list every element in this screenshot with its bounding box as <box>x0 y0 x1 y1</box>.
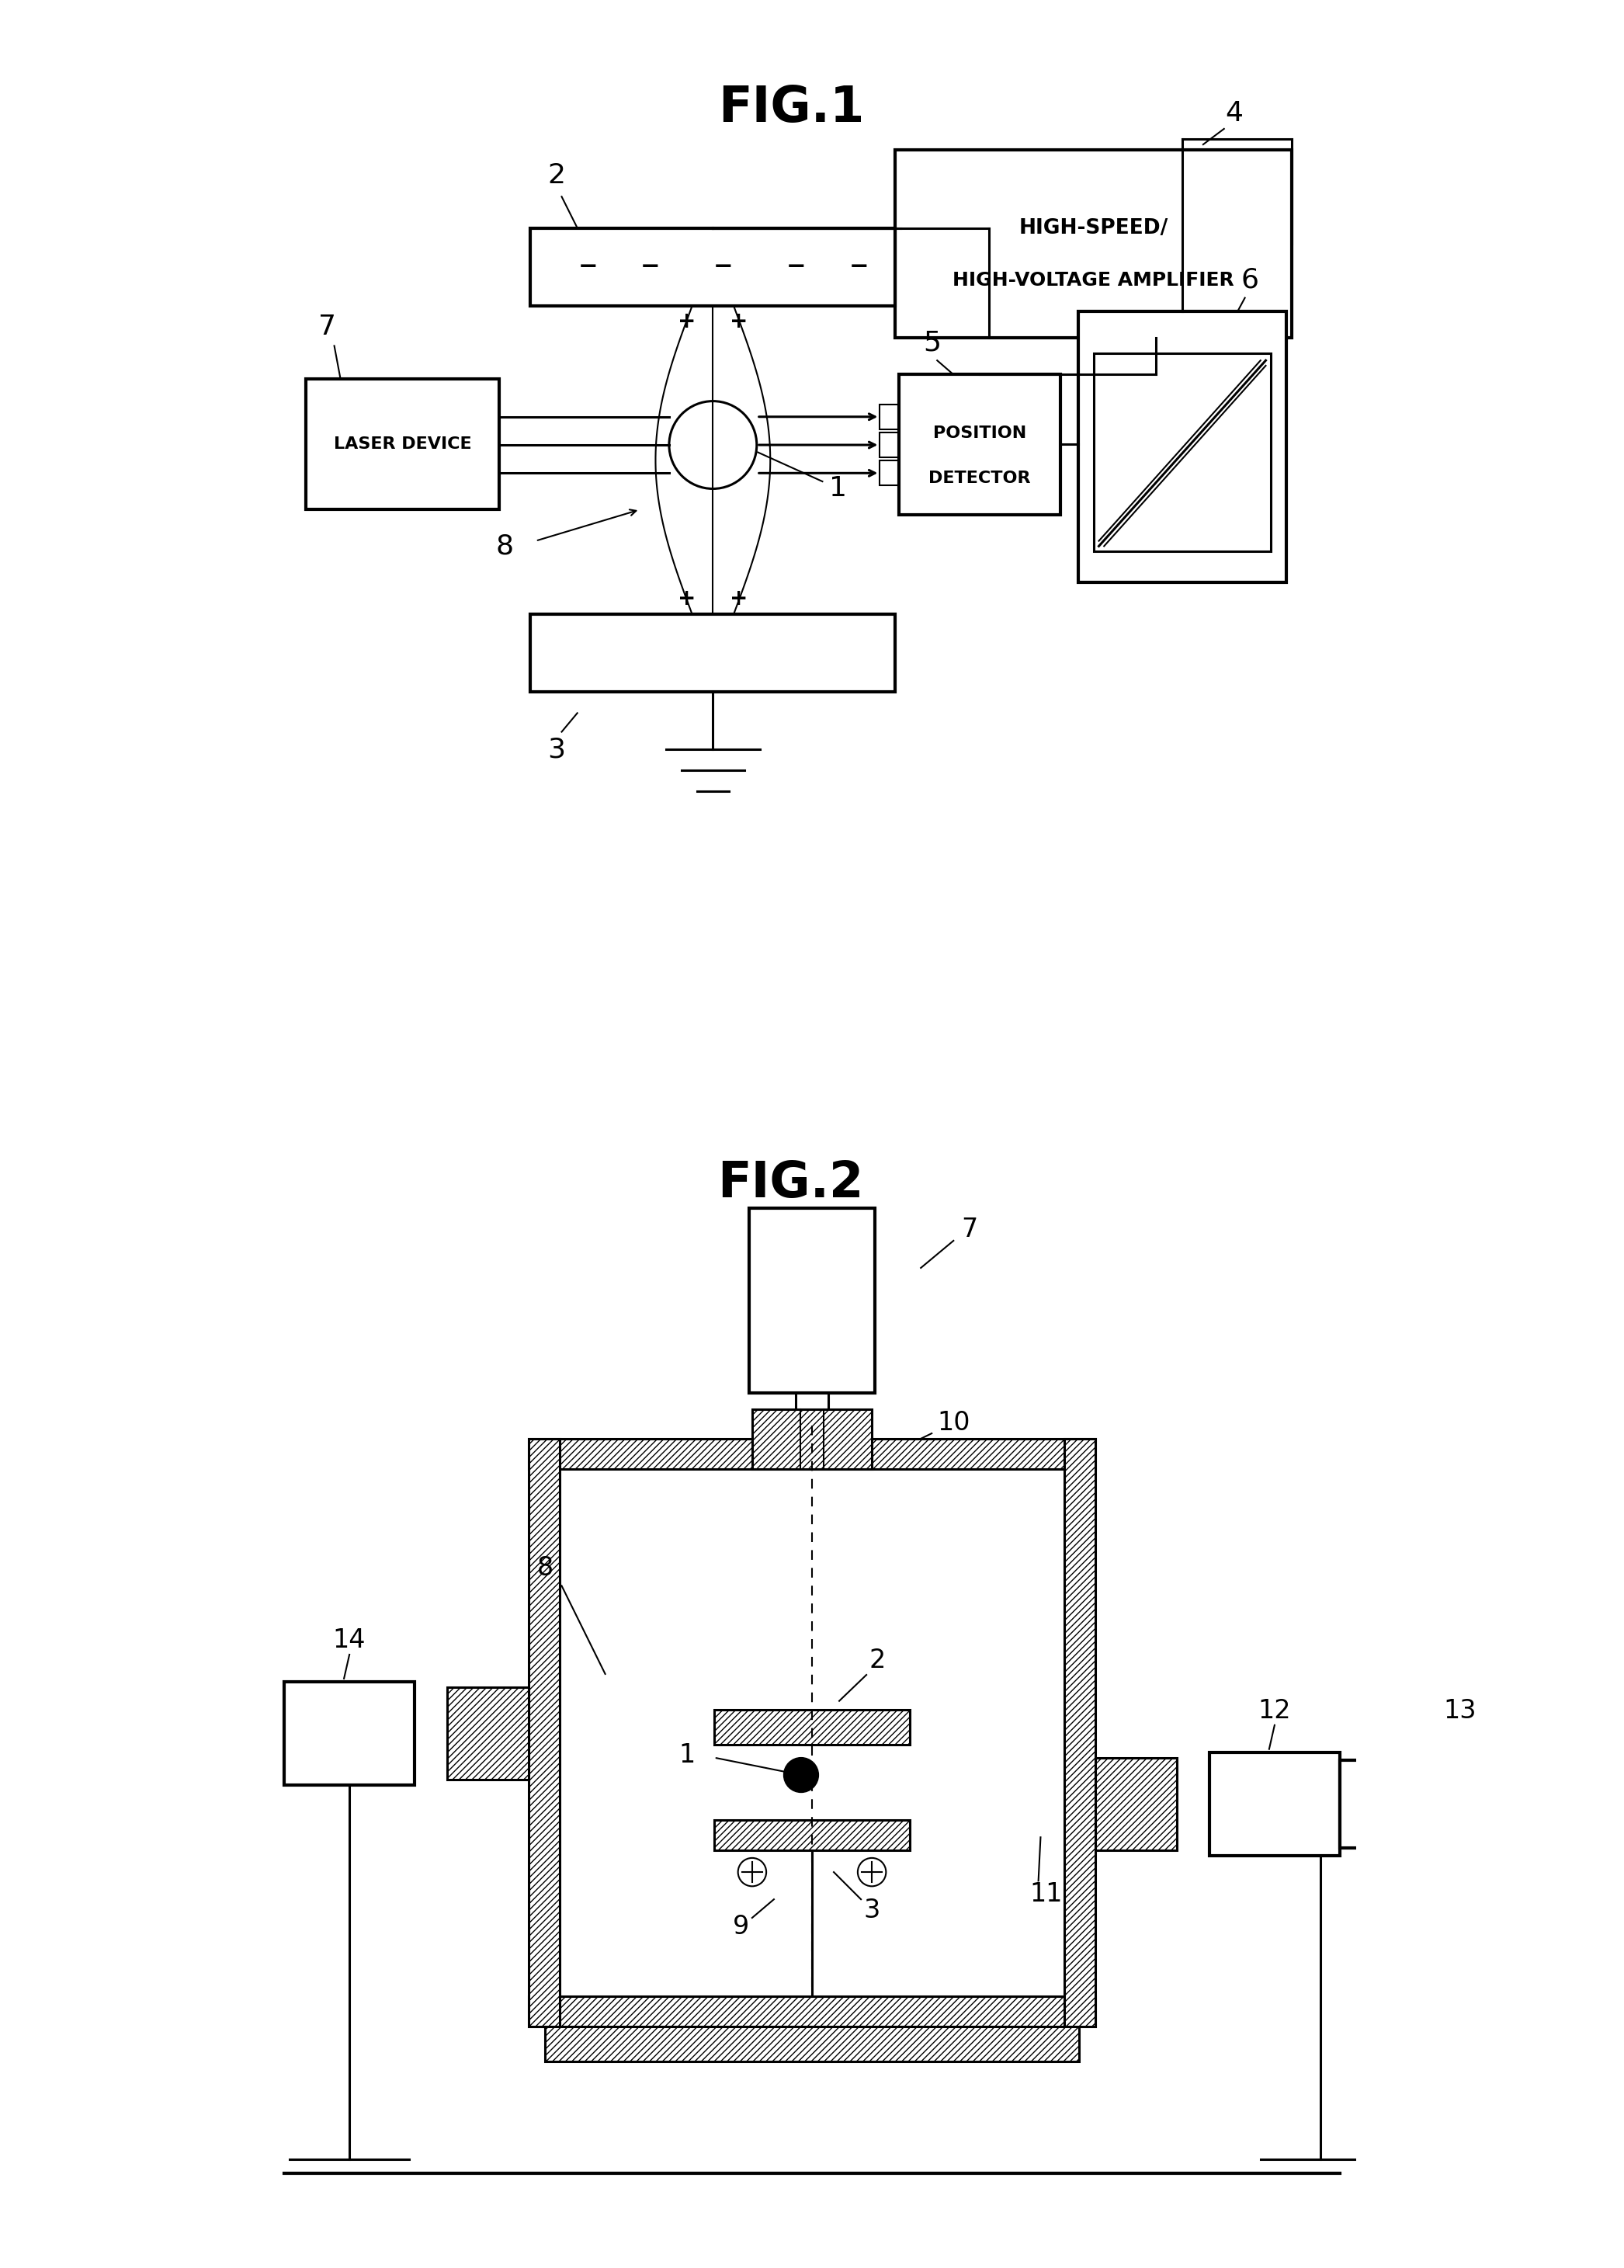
Bar <box>1078 311 1286 583</box>
Bar <box>1340 1760 1432 1848</box>
Text: 4: 4 <box>1226 100 1244 127</box>
Text: 7: 7 <box>318 313 336 340</box>
Text: FIG.1: FIG.1 <box>718 84 864 132</box>
Text: 11: 11 <box>1030 1880 1062 1907</box>
Bar <box>1093 354 1272 551</box>
Text: FIG.2: FIG.2 <box>718 1159 864 1207</box>
Text: 1: 1 <box>830 476 848 501</box>
Bar <box>880 433 898 458</box>
Bar <box>546 2028 1078 2062</box>
Text: 3: 3 <box>864 1898 880 1923</box>
Bar <box>529 1996 1095 2028</box>
Bar <box>531 615 895 692</box>
Text: POSITION: POSITION <box>932 426 1026 442</box>
Text: 12: 12 <box>1259 1699 1291 1724</box>
Text: 3: 3 <box>547 737 565 762</box>
Text: HIGH-VOLTAGE AMPLIFIER: HIGH-VOLTAGE AMPLIFIER <box>953 270 1234 290</box>
Bar <box>880 460 898 485</box>
Text: +: + <box>729 311 749 333</box>
Circle shape <box>784 1758 818 1792</box>
Bar <box>752 1408 872 1470</box>
Text: 9: 9 <box>732 1914 750 1939</box>
Text: 7: 7 <box>961 1218 978 1243</box>
Bar <box>796 1393 828 1427</box>
Bar <box>1210 1753 1340 1855</box>
Bar <box>1095 1758 1177 1851</box>
Bar <box>715 1819 909 1851</box>
Text: 6: 6 <box>1241 268 1259 293</box>
Bar <box>749 1209 875 1393</box>
Text: 5: 5 <box>922 329 940 356</box>
Bar <box>529 1438 1095 1470</box>
Text: 1: 1 <box>679 1742 695 1769</box>
Text: +: + <box>677 587 697 610</box>
Bar <box>447 1687 529 1780</box>
Bar <box>529 1438 560 2028</box>
Text: 14: 14 <box>333 1628 365 1653</box>
Text: 2: 2 <box>869 1649 885 1674</box>
Text: 8: 8 <box>495 533 513 560</box>
Text: 2: 2 <box>547 163 565 188</box>
Text: 8: 8 <box>538 1556 554 1581</box>
Bar <box>305 379 499 510</box>
Bar <box>895 150 1291 338</box>
Text: −: − <box>578 256 598 279</box>
Text: −: − <box>849 256 869 279</box>
Text: −: − <box>713 256 734 279</box>
Text: −: − <box>786 256 806 279</box>
Bar <box>880 404 898 429</box>
Text: −: − <box>640 256 661 279</box>
Bar <box>898 374 1060 515</box>
Text: 10: 10 <box>937 1411 970 1436</box>
Bar <box>531 229 895 306</box>
Bar <box>284 1683 414 1785</box>
Text: +: + <box>729 587 749 610</box>
Text: DETECTOR: DETECTOR <box>929 469 1031 485</box>
Text: LASER DEVICE: LASER DEVICE <box>333 438 471 451</box>
Text: HIGH-SPEED/: HIGH-SPEED/ <box>1018 218 1168 238</box>
Bar <box>1064 1438 1095 2028</box>
Text: 13: 13 <box>1444 1699 1476 1724</box>
Bar <box>715 1710 909 1744</box>
Text: +: + <box>677 311 697 333</box>
